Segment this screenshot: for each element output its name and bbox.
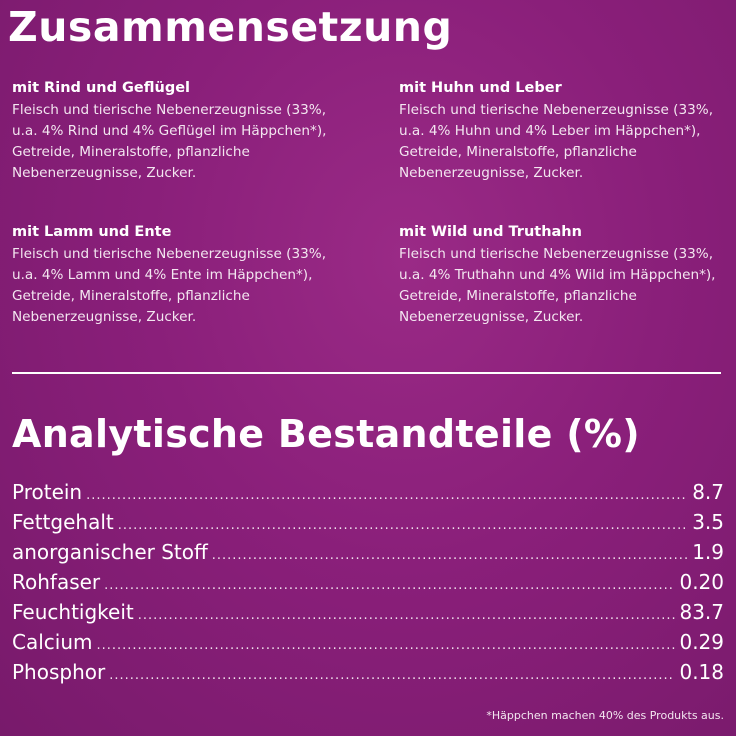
dot-leader bbox=[138, 601, 676, 631]
analysis-value: 0.20 bbox=[679, 570, 724, 594]
analysis-value: 0.18 bbox=[679, 660, 724, 684]
section-divider bbox=[12, 372, 721, 374]
analysis-row-feuchtigkeit: Feuchtigkeit 83.7 bbox=[12, 597, 724, 627]
variant-ingredients: Fleisch und tierische Nebenerzeugnisse (… bbox=[12, 246, 327, 325]
analysis-row-phosphor: Phosphor 0.18 bbox=[12, 657, 724, 687]
footnote: *Häppchen machen 40% des Produkts aus. bbox=[486, 709, 724, 722]
analysis-row-anorganischer-stoff: anorganischer Stoff 1.9 bbox=[12, 537, 724, 567]
variant-name: mit Lamm und Ente bbox=[12, 224, 172, 240]
analysis-row-protein: Protein 8.7 bbox=[12, 477, 724, 507]
analysis-table: Protein 8.7 Fettgehalt 3.5 anorganischer… bbox=[12, 477, 724, 687]
dot-leader bbox=[97, 631, 676, 661]
analysis-title: Analytische Bestandteile (%) bbox=[12, 412, 640, 456]
analysis-value: 8.7 bbox=[692, 480, 724, 504]
analysis-value: 3.5 bbox=[692, 510, 724, 534]
variant-name: mit Huhn und Leber bbox=[399, 80, 562, 96]
analysis-label: Fettgehalt bbox=[12, 510, 114, 534]
analysis-row-fettgehalt: Fettgehalt 3.5 bbox=[12, 507, 724, 537]
composition-title: Zusammensetzung bbox=[8, 3, 453, 51]
analysis-label: Feuchtigkeit bbox=[12, 600, 134, 624]
analysis-label: Protein bbox=[12, 480, 83, 504]
variant-name: mit Wild und Truthahn bbox=[399, 224, 582, 240]
dot-leader bbox=[109, 661, 675, 691]
dot-leader bbox=[86, 481, 688, 511]
analysis-value: 83.7 bbox=[679, 600, 724, 624]
analysis-value: 1.9 bbox=[692, 540, 724, 564]
analysis-row-rohfaser: Rohfaser 0.20 bbox=[12, 567, 724, 597]
composition-block-huhn-leber: mit Huhn und Leber Fleisch und tierische… bbox=[399, 78, 724, 184]
analysis-row-calcium: Calcium 0.29 bbox=[12, 627, 724, 657]
analysis-value: 0.29 bbox=[679, 630, 724, 654]
variant-ingredients: Fleisch und tierische Nebenerzeugnisse (… bbox=[12, 102, 327, 181]
variant-ingredients: Fleisch und tierische Nebenerzeugnisse (… bbox=[399, 102, 714, 181]
dot-leader bbox=[212, 541, 688, 571]
analysis-label: Calcium bbox=[12, 630, 93, 654]
dot-leader bbox=[104, 571, 675, 601]
analysis-label: anorganischer Stoff bbox=[12, 540, 208, 564]
composition-block-wild-truthahn: mit Wild und Truthahn Fleisch und tieris… bbox=[399, 222, 724, 328]
analysis-label: Rohfaser bbox=[12, 570, 101, 594]
analysis-label: Phosphor bbox=[12, 660, 106, 684]
variant-name: mit Rind und Geflügel bbox=[12, 80, 191, 96]
composition-block-rind-gefluegel: mit Rind und Geflügel Fleisch und tieris… bbox=[12, 78, 342, 184]
composition-block-lamm-ente: mit Lamm und Ente Fleisch und tierische … bbox=[12, 222, 342, 328]
variant-ingredients: Fleisch und tierische Nebenerzeugnisse (… bbox=[399, 246, 716, 325]
